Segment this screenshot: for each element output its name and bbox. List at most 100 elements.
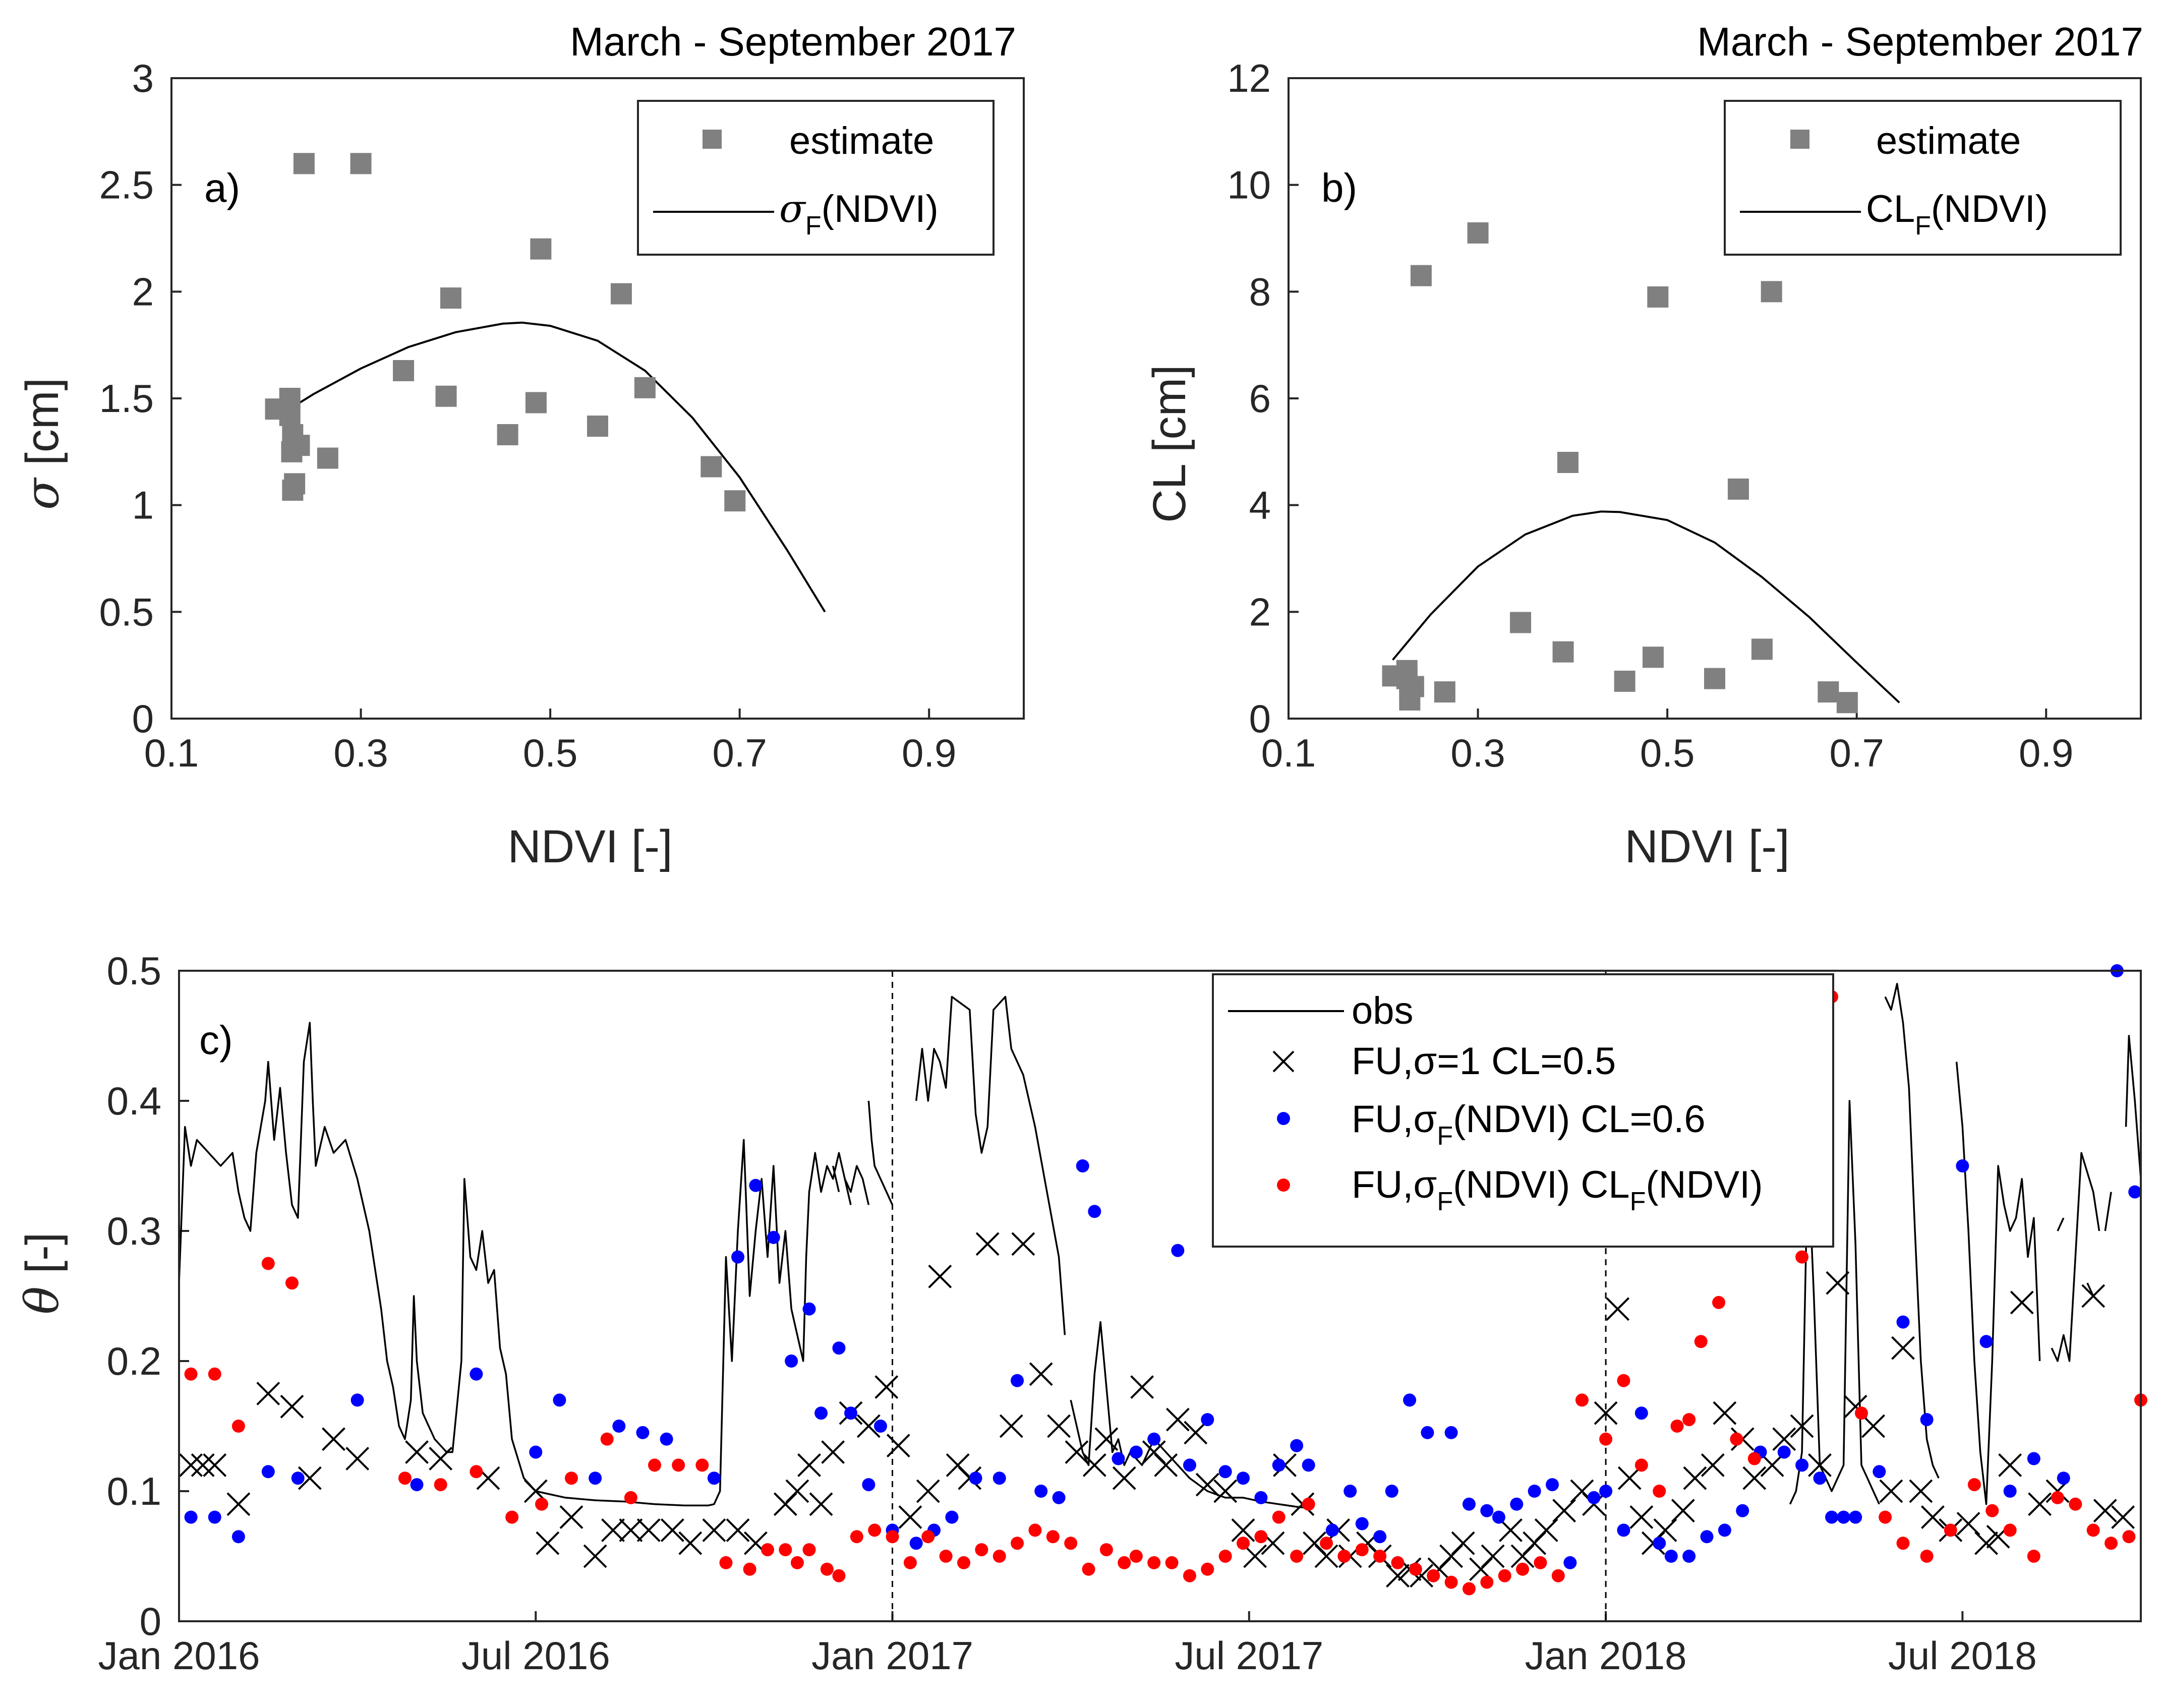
panel-c-ytick-label: 0.4	[107, 1079, 161, 1123]
panel-c-cross-point	[405, 1440, 429, 1464]
panel-a-estimate-point	[435, 385, 457, 407]
panel-c-red-point	[1118, 1556, 1131, 1569]
panel-a-title: March - September 2017	[570, 19, 1016, 64]
panel-c-red-point	[1272, 1510, 1285, 1524]
panel-c-red-point	[2122, 1530, 2136, 1544]
panel-c-legend-blue-marker	[1277, 1112, 1290, 1125]
panel-c-legend-cross: FU,σ=1 CL=0.5	[1352, 1040, 1616, 1083]
panel-c-cross-point	[660, 1518, 684, 1542]
panel-c-blue-point	[1218, 1465, 1232, 1479]
panel-c-red-point	[832, 1569, 846, 1582]
panel-c-blue-point	[1355, 1517, 1369, 1530]
panel-c-blue-point	[261, 1465, 275, 1479]
panel-c-blue-point	[1492, 1510, 1505, 1524]
panel-c-red-point	[1920, 1550, 1934, 1563]
panel-c-blue-point	[1052, 1491, 1066, 1504]
panel-c-red-point	[1498, 1569, 1511, 1582]
panel-c-cross-point	[1082, 1453, 1106, 1477]
panel-c-red-point	[761, 1543, 774, 1557]
panel-a-xtick-label: 0.9	[902, 731, 956, 775]
panel-c-cross-point	[2028, 1492, 2052, 1516]
panel-b-ytick-label: 10	[1227, 163, 1271, 207]
panel-c-legend: obs FU,σ=1 CL=0.5 FU,σF(NDVI) CL=0.6 FU,…	[1212, 973, 1834, 1248]
panel-c-cross-point	[1713, 1401, 1737, 1425]
panel-a-estimate-point	[350, 153, 372, 174]
panel-a-ytick-label: 1.5	[99, 376, 154, 421]
panel-c-obs-segment	[844, 1179, 852, 1205]
panel-c-blue-point	[1718, 1523, 1731, 1537]
panel-c-xtick-label: Jan 2016	[98, 1633, 260, 1678]
panel-a-axes-box	[170, 77, 1025, 720]
panel-c-cross-point	[2081, 1284, 2106, 1308]
panel-c-legend-cross-marker	[1272, 1050, 1295, 1073]
panel-c-red-point	[1444, 1575, 1458, 1589]
panel-c-blue-point	[1183, 1458, 1196, 1472]
panel-c-blue-point	[553, 1393, 566, 1407]
panel-c-blue-point	[1129, 1445, 1143, 1459]
panel-a-legend-estimate-marker	[703, 130, 722, 149]
panel-a-estimate-point	[282, 480, 304, 501]
panel-c-blue-point	[1920, 1413, 1934, 1427]
panel-c-red-point	[1682, 1413, 1696, 1427]
panel-c-blue-point	[749, 1179, 763, 1192]
panel-b-estimate-point	[1510, 612, 1532, 633]
panel-a-estimate-point	[288, 435, 310, 456]
panel-c-red-point	[1575, 1393, 1589, 1407]
panel-b-estimate-point	[1410, 265, 1432, 286]
panel-c-blue-point	[1777, 1445, 1791, 1459]
panel-c-obs-segment	[1955, 1062, 2041, 1505]
panel-c-red-point	[2069, 1497, 2082, 1511]
panel-c-blue-point	[802, 1302, 816, 1316]
panel-c-cross-point	[1826, 1271, 1850, 1295]
panel-c-cross-point	[1047, 1414, 1071, 1438]
panel-c-cross-point	[1481, 1544, 1505, 1568]
panel-a-xtick-label: 0.5	[523, 731, 577, 775]
panel-c-blue-point	[1302, 1458, 1315, 1472]
panel-b-estimate-point	[1642, 646, 1664, 668]
panel-c-red-point	[1967, 1478, 1981, 1492]
panel-c-cross-point	[785, 1479, 809, 1503]
panel-c-red-point	[1985, 1504, 1999, 1517]
panel-c-cross-point	[1879, 1479, 1903, 1503]
panel-c-blue-point	[1896, 1315, 1910, 1329]
panel-c-red-point	[850, 1530, 863, 1544]
panel-c-cross-point	[1683, 1466, 1707, 1490]
panel-c-blue-point	[184, 1510, 198, 1524]
panel-b-xtick-label: 0.1	[1261, 731, 1316, 775]
panel-a-estimate-point	[724, 490, 746, 512]
panel-b-xlabel: NDVI [-]	[1624, 821, 1789, 872]
panel-c-cross-point	[1243, 1544, 1267, 1568]
panel-c-blue-point	[2027, 1452, 2040, 1465]
panel-c-blue-point	[1528, 1485, 1541, 1498]
panel-c-blue-point	[1076, 1159, 1089, 1172]
panel-b-legend-estimate-marker	[1790, 130, 1809, 149]
panel-c-blue-point	[1272, 1458, 1285, 1472]
panel-b-estimate-point	[1552, 641, 1574, 663]
panel-c-red-point	[261, 1257, 275, 1270]
panel-c-blue-point	[731, 1250, 745, 1264]
panel-c-cross-point	[1701, 1453, 1725, 1477]
panel-c-cross-point	[1386, 1564, 1410, 1588]
panel-c-red-point	[1218, 1550, 1232, 1563]
panel-c-red-point	[672, 1458, 685, 1472]
panel-c-red-point	[1409, 1562, 1422, 1576]
panel-c-red-point	[1082, 1562, 1095, 1576]
panel-c-ylabel: θ [-]	[15, 1232, 69, 1315]
panel-c-cross-point	[256, 1382, 280, 1405]
panel-c-cross-point	[191, 1453, 215, 1477]
panel-c-cross-point	[1617, 1466, 1642, 1490]
panel-b: March - September 2017 b) NDVI [-] CL [c…	[1144, 19, 2143, 872]
panel-c-cross-point	[1760, 1453, 1784, 1477]
panel-c-cross-point	[1499, 1518, 1523, 1542]
panel-c-red-point	[1879, 1510, 1892, 1524]
panel-c-blue-point	[529, 1445, 543, 1459]
panel-c-blue-point	[1956, 1159, 1969, 1172]
panel-c-fu-sigmaF-clF-series	[184, 990, 2147, 1596]
panel-c-cross-point	[1790, 1414, 1814, 1438]
panel-c-red-point	[1302, 1497, 1315, 1511]
panel-c-blue-point	[1171, 1244, 1185, 1257]
panel-a-xtick-label: 0.1	[144, 731, 199, 775]
panel-b-ytick-label: 6	[1249, 376, 1271, 421]
panel-c-red-point	[1391, 1556, 1405, 1569]
panel-c-blue-point	[1510, 1497, 1524, 1511]
